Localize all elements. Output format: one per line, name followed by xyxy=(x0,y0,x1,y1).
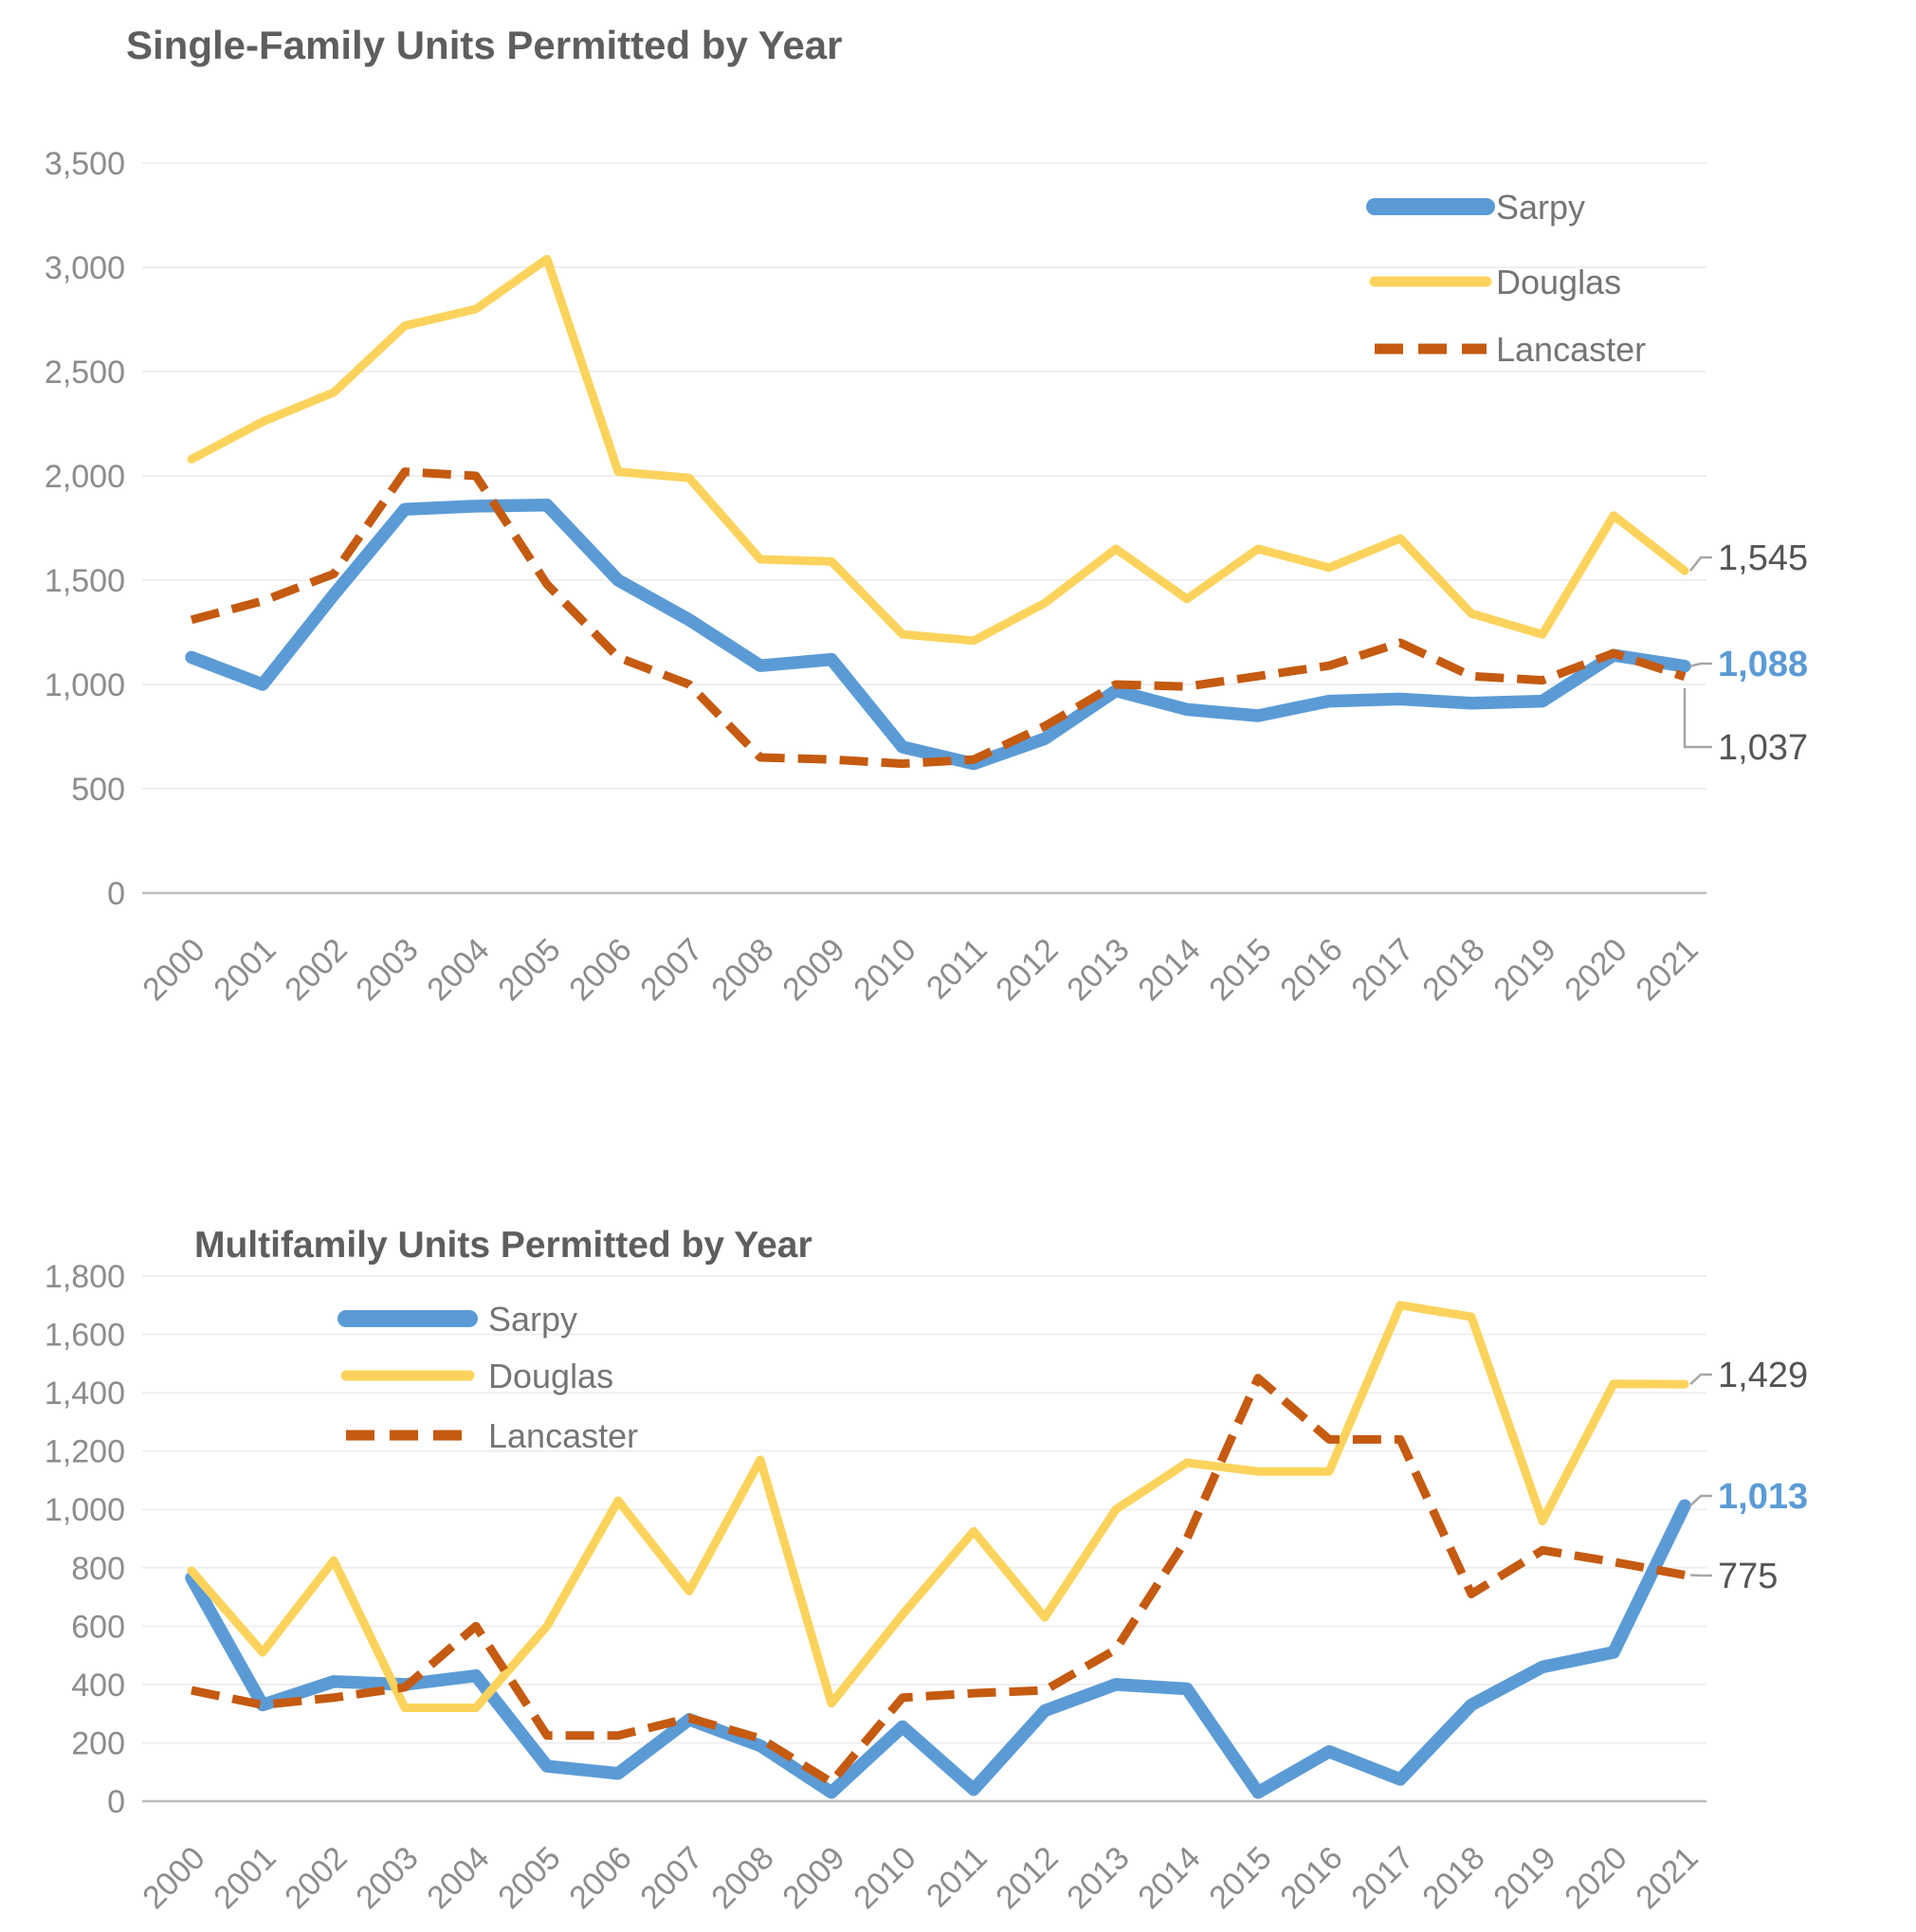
x-axis-tick-label: 2001 xyxy=(207,1840,283,1916)
x-axis-tick-label: 2003 xyxy=(349,932,425,1008)
series-line-sarpy xyxy=(185,1499,1691,1799)
legend-label-lancaster: Lancaster xyxy=(488,1416,638,1455)
chart-title-multifamily: Multifamily Units Permitted by Year xyxy=(194,1225,812,1266)
legend-label-douglas: Douglas xyxy=(1496,263,1621,301)
end-value-label-lancaster: 1,037 xyxy=(1718,728,1808,768)
y-axis-tick-label: 400 xyxy=(71,1668,125,1704)
x-axis-tick-label: 2021 xyxy=(1629,1840,1705,1916)
x-axis-tick-label: 2013 xyxy=(1060,1840,1136,1916)
x-axis-tick-label: 2007 xyxy=(633,932,709,1008)
x-axis-tick-label: 2016 xyxy=(1273,1840,1349,1916)
x-axis-tick-label: 2007 xyxy=(633,1840,709,1916)
legend-label-sarpy: Sarpy xyxy=(488,1300,577,1339)
x-axis-tick-label: 2017 xyxy=(1344,932,1420,1008)
x-axis-tick-label: 2012 xyxy=(989,932,1065,1008)
end-label-leader-sarpy xyxy=(1689,662,1712,667)
end-label-leader-lancaster xyxy=(1683,687,1712,749)
x-axis-tick-label: 2014 xyxy=(1131,1840,1207,1916)
y-axis-tick-label: 0 xyxy=(107,876,125,912)
legend-label-douglas: Douglas xyxy=(488,1357,613,1395)
chart-title-single-family: Single-Family Units Permitted by Year xyxy=(126,23,843,67)
end-label-leader-lancaster xyxy=(1689,1574,1712,1577)
legend-label-sarpy: Sarpy xyxy=(1496,188,1585,227)
y-axis-tick-label: 200 xyxy=(71,1725,125,1761)
x-axis-tick-label: 2011 xyxy=(920,932,994,1007)
x-axis-tick-label: 2014 xyxy=(1131,932,1207,1008)
x-axis-tick-label: 2004 xyxy=(420,932,496,1008)
x-axis-tick-label: 2018 xyxy=(1415,932,1491,1008)
y-axis-tick-label: 1,600 xyxy=(45,1318,125,1354)
x-axis-tick-label: 2008 xyxy=(704,1840,780,1916)
x-axis-tick-label: 2005 xyxy=(491,932,567,1008)
y-axis-tick-label: 3,000 xyxy=(45,250,125,286)
end-value-label-douglas: 1,429 xyxy=(1718,1356,1808,1395)
x-axis-tick-label: 2021 xyxy=(1629,932,1705,1008)
end-label-leader-douglas xyxy=(1689,556,1712,572)
x-axis-tick-label: 2019 xyxy=(1487,932,1562,1008)
x-axis-tick-label: 2001 xyxy=(207,932,283,1008)
x-axis-tick-label: 2002 xyxy=(278,1840,354,1916)
y-axis-tick-label: 800 xyxy=(71,1551,125,1587)
x-axis-tick-label: 2000 xyxy=(136,932,211,1008)
x-axis-tick-label: 2015 xyxy=(1202,1840,1278,1916)
y-axis-tick-label: 500 xyxy=(71,772,125,808)
end-value-label-lancaster: 775 xyxy=(1718,1557,1778,1596)
y-axis-tick-label: 3,500 xyxy=(45,146,125,182)
y-axis-tick-label: 1,000 xyxy=(45,1492,125,1528)
y-axis-tick-label: 600 xyxy=(71,1609,125,1645)
y-axis-tick-label: 1,200 xyxy=(45,1434,125,1470)
y-axis-tick-label: 2,500 xyxy=(45,355,125,391)
x-axis-tick-label: 2019 xyxy=(1487,1840,1562,1916)
series-line-sarpy xyxy=(185,499,1691,771)
x-axis-tick-label: 2009 xyxy=(776,932,851,1008)
series-line-lancaster xyxy=(191,1374,1686,1787)
x-axis-tick-label: 2012 xyxy=(989,1840,1065,1916)
x-axis-tick-label: 2010 xyxy=(847,932,922,1008)
x-axis-tick-label: 2015 xyxy=(1202,932,1278,1008)
y-axis-tick-label: 2,000 xyxy=(45,459,125,495)
x-axis-tick-label: 2011 xyxy=(920,1840,994,1915)
series-line-douglas xyxy=(187,1301,1689,1713)
y-axis-tick-label: 1,500 xyxy=(45,563,125,599)
x-axis-tick-label: 2004 xyxy=(420,1840,496,1916)
y-axis-tick-label: 1,000 xyxy=(45,667,125,703)
x-axis-tick-label: 2013 xyxy=(1060,932,1136,1008)
x-axis-tick-label: 2017 xyxy=(1344,1840,1420,1916)
end-label-leader-sarpy xyxy=(1689,1494,1712,1507)
y-axis-tick-label: 0 xyxy=(107,1784,125,1820)
x-axis-tick-label: 2020 xyxy=(1558,1840,1633,1916)
x-axis-tick-label: 2006 xyxy=(562,1840,638,1916)
x-axis-tick-label: 2002 xyxy=(278,932,354,1008)
end-value-label-sarpy: 1,088 xyxy=(1718,645,1808,684)
end-label-leader-douglas xyxy=(1689,1373,1712,1386)
x-axis-tick-label: 2009 xyxy=(776,1840,851,1916)
end-value-label-douglas: 1,545 xyxy=(1718,538,1808,578)
legend-label-lancaster: Lancaster xyxy=(1496,330,1646,369)
x-axis-tick-label: 2018 xyxy=(1415,1840,1491,1916)
end-value-label-sarpy: 1,013 xyxy=(1718,1477,1808,1517)
y-axis-tick-label: 1,400 xyxy=(45,1376,125,1412)
x-axis-tick-label: 2003 xyxy=(349,1840,425,1916)
series-line-douglas xyxy=(187,254,1689,646)
x-axis-tick-label: 2016 xyxy=(1273,932,1349,1008)
x-axis-tick-label: 2005 xyxy=(491,1840,567,1916)
x-axis-tick-label: 2020 xyxy=(1558,932,1633,1008)
series-line-lancaster xyxy=(190,467,1687,769)
y-axis-tick-label: 1,800 xyxy=(45,1259,125,1295)
x-axis-tick-label: 2000 xyxy=(136,1840,211,1916)
x-axis-tick-label: 2010 xyxy=(847,1840,922,1916)
x-axis-tick-label: 2008 xyxy=(704,932,780,1008)
x-axis-tick-label: 2006 xyxy=(562,932,638,1008)
